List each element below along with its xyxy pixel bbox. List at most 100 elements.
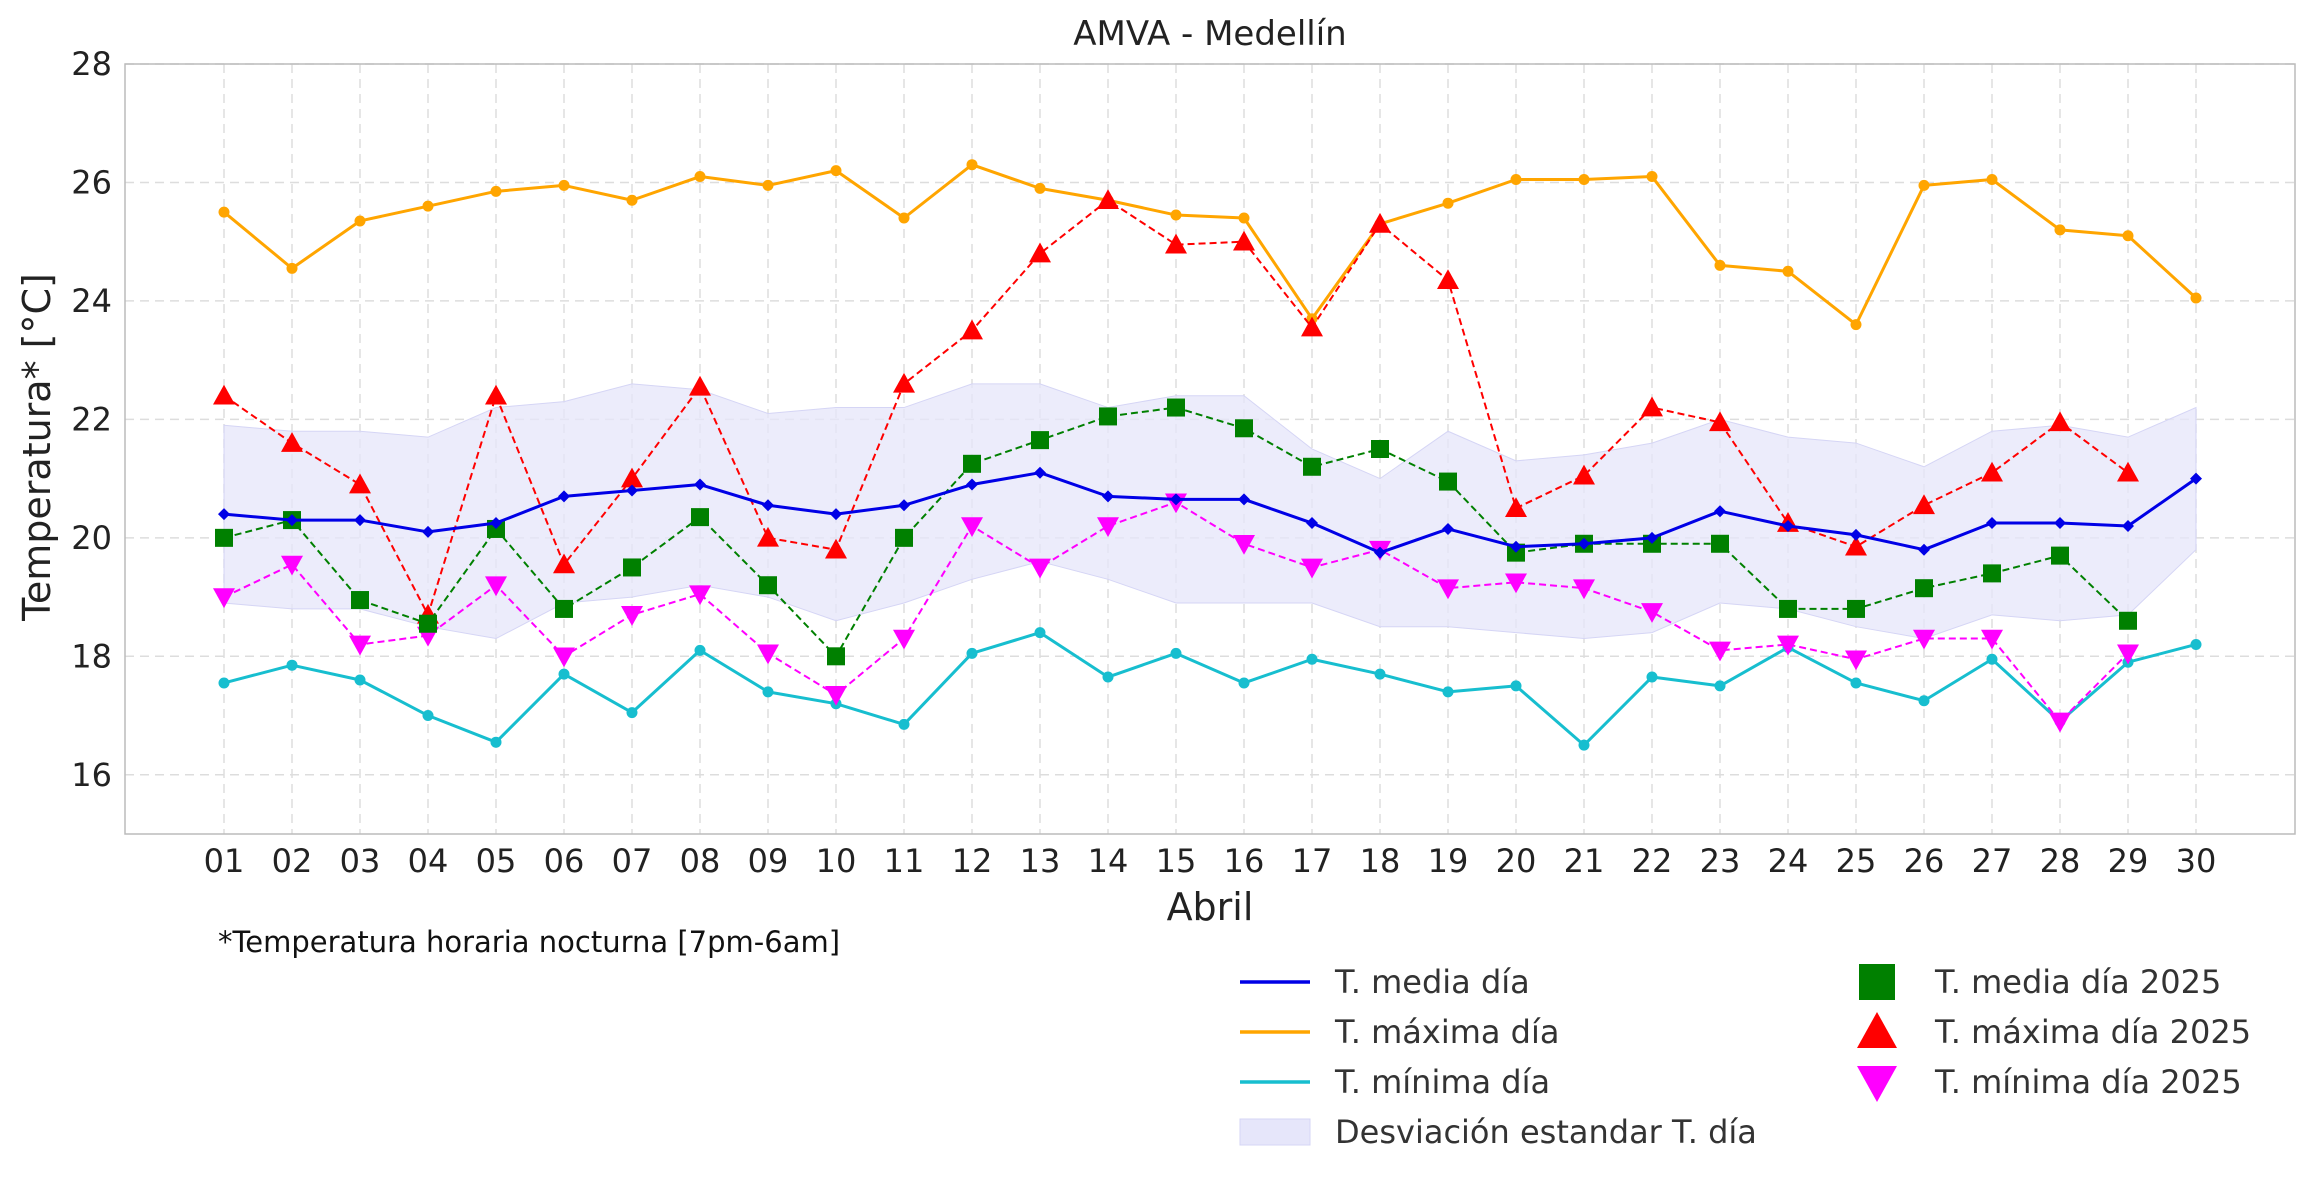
data-point [762, 499, 774, 512]
y-tick-label: 22 [71, 400, 112, 438]
series-1 [218, 159, 2202, 331]
data-point [1573, 464, 1595, 485]
data-point [490, 736, 502, 748]
legend-label: T. máxima día 2025 [1934, 1013, 2251, 1051]
data-point [1918, 179, 1930, 191]
data-point [1306, 653, 1318, 665]
data-point [1646, 171, 1658, 183]
data-point [2054, 224, 2066, 236]
data-point [1986, 174, 1998, 185]
data-point [966, 647, 978, 659]
data-point [555, 599, 573, 618]
x-tick-label: 30 [2176, 842, 2217, 880]
x-tick-label: 08 [680, 842, 721, 880]
data-point [2049, 411, 2071, 432]
data-point [286, 659, 298, 671]
data-point [1845, 650, 1867, 671]
x-tick-label: 13 [1020, 842, 1061, 880]
y-axis-label: Temperatura* [°C] [15, 273, 59, 622]
data-point [621, 606, 643, 626]
data-point [1165, 233, 1187, 254]
data-point [1578, 739, 1590, 751]
data-point [1442, 522, 1454, 535]
data-point [621, 467, 643, 488]
data-point [898, 499, 910, 512]
data-point [1301, 316, 1323, 337]
data-point [213, 588, 235, 609]
data-point [1777, 635, 1799, 656]
series-line [223, 631, 2197, 747]
data-point [1578, 537, 1590, 550]
data-point [1233, 230, 1255, 251]
data-point [623, 558, 641, 577]
chart-title: AMVA - Medellín [1073, 14, 1346, 54]
data-point [1102, 671, 1114, 683]
data-point [694, 171, 706, 183]
series-0 [218, 466, 2202, 559]
x-tick-label: 12 [952, 842, 993, 880]
data-point [689, 585, 711, 606]
data-point [898, 718, 910, 730]
data-point [1510, 174, 1522, 185]
legend-label: T. mínima día 2025 [1934, 1063, 2242, 1101]
y-tick-label: 16 [71, 756, 112, 794]
data-point [1641, 396, 1663, 417]
y-ticks: 16 18 20 22 24 26 28 [71, 45, 112, 794]
data-point [1505, 497, 1527, 518]
data-point [1711, 534, 1729, 553]
data-point [354, 674, 366, 686]
data-point [218, 206, 230, 218]
data-point [1031, 431, 1049, 450]
x-tick-label: 27 [1972, 842, 2013, 880]
data-point [963, 454, 981, 473]
data-point [893, 372, 915, 393]
series-layer [213, 159, 2202, 751]
data-point [757, 526, 779, 547]
data-point [1371, 440, 1389, 458]
series-2 [218, 627, 2202, 751]
data-point [1369, 212, 1391, 233]
data-point [1981, 629, 2003, 650]
x-tick-label: 21 [1564, 842, 1605, 880]
std-deviation-band [223, 383, 2197, 640]
x-tick-label: 28 [2040, 842, 2081, 880]
data-point [419, 614, 437, 633]
data-point [553, 647, 575, 668]
data-point [1913, 494, 1935, 515]
x-tick-label: 15 [1156, 842, 1197, 880]
x-tick-label: 11 [884, 842, 925, 880]
data-point [1918, 695, 1930, 707]
data-point [1437, 269, 1459, 289]
data-point [2049, 712, 2071, 733]
footnote: *Temperatura horaria nocturna [7pm-6am] [218, 925, 840, 959]
data-point [1374, 546, 1386, 559]
data-point [1442, 197, 1454, 209]
data-point [553, 553, 575, 574]
data-point [2122, 230, 2134, 242]
data-point [966, 478, 978, 491]
data-point [1170, 647, 1182, 659]
data-point [2054, 517, 2066, 530]
data-point [1782, 265, 1794, 277]
data-point [966, 159, 978, 171]
data-point [558, 179, 570, 191]
legend-swatch [1859, 964, 1895, 1000]
data-point [1578, 174, 1590, 185]
y-tick-label: 26 [71, 163, 112, 201]
data-point [422, 525, 434, 538]
data-point [1986, 517, 1998, 530]
y-tick-label: 20 [71, 519, 112, 557]
legend-swatch [1857, 1066, 1897, 1102]
x-tick-label: 16 [1224, 842, 1265, 880]
data-point [1714, 680, 1726, 692]
data-point [485, 384, 507, 405]
data-point [490, 185, 502, 197]
x-tick-label: 05 [476, 842, 517, 880]
data-point [1915, 579, 1933, 598]
data-point [1510, 680, 1522, 692]
data-point [898, 212, 910, 224]
data-point [1170, 209, 1182, 221]
data-point [1233, 534, 1255, 555]
x-tick-label: 25 [1836, 842, 1877, 880]
x-tick-label: 06 [544, 842, 585, 880]
